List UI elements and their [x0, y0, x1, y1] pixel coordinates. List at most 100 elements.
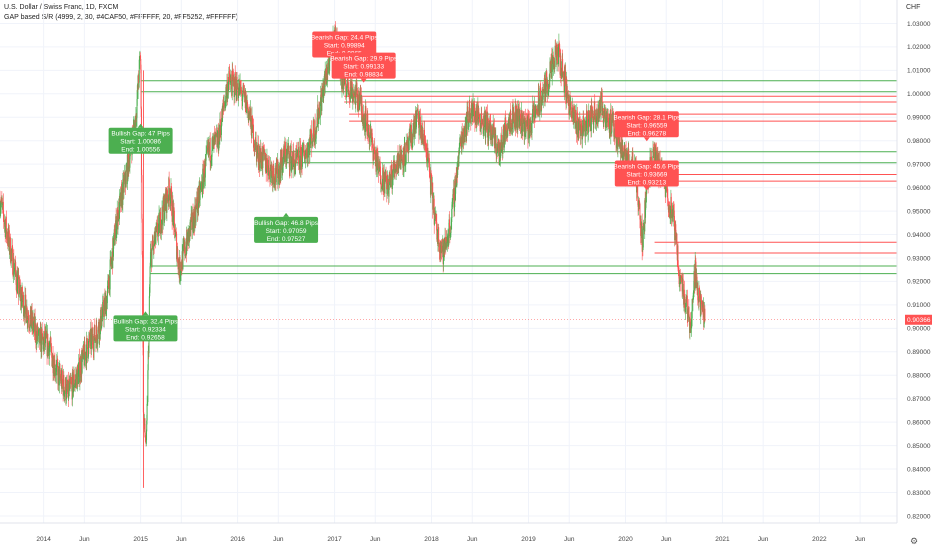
candle-body: [94, 324, 96, 340]
candle-body: [319, 117, 321, 119]
candle-body: [164, 193, 166, 199]
candle-body: [522, 122, 524, 124]
candle-body: [436, 222, 438, 240]
candle-body: [382, 167, 384, 171]
candle-body: [198, 203, 200, 209]
candle-body: [78, 362, 80, 370]
candle-body: [37, 326, 39, 340]
candle-body: [463, 134, 465, 145]
candle-body: [25, 294, 27, 306]
candle-body: [51, 353, 53, 367]
price-axis[interactable]: 0.82000 0.83000 0.84000 0.85000 0.86000 0.870…: [896, 0, 932, 523]
candle-body: [123, 179, 125, 193]
candle-body: [110, 257, 112, 264]
candle-body: [372, 151, 374, 161]
gap-annotation-line: Start: 0.96559: [626, 122, 667, 129]
candle-body: [154, 238, 156, 246]
candle-body: [262, 146, 264, 169]
candle-body: [123, 178, 125, 180]
candle-body: [241, 99, 243, 102]
candle-body: [453, 188, 455, 209]
candle-body: [643, 226, 645, 229]
candle-body: [95, 338, 97, 339]
candle-body: [93, 351, 95, 353]
candle-body: [543, 89, 545, 90]
candle-body: [496, 152, 498, 156]
candle-body: [481, 122, 483, 124]
candle-body: [293, 153, 295, 164]
gap-annotation-line: Bearish Gap: 29.9 Pips: [330, 56, 398, 63]
candle-body: [240, 87, 242, 91]
candle-body: [348, 93, 350, 97]
candle-body: [579, 118, 581, 131]
candle-body: [0, 207, 2, 210]
candle-body: [673, 205, 675, 208]
candle-body: [173, 207, 175, 211]
candle-body: [429, 173, 431, 179]
candle-body: [390, 176, 392, 187]
candle-body: [305, 150, 307, 154]
gap-annotation-line: End: 0.97527: [267, 236, 306, 243]
candle-body: [54, 359, 56, 375]
price-tick-label: 0.92000: [907, 279, 931, 286]
candle-body: [351, 81, 353, 87]
candle-body: [541, 96, 543, 103]
candle-body: [229, 73, 231, 82]
candle-body: [447, 238, 449, 243]
candle-body: [379, 166, 381, 185]
candle-body: [505, 117, 507, 127]
candle-body: [506, 127, 508, 134]
candle-body: [441, 245, 443, 251]
time-axis[interactable]: 2014 Jun 2015 Jun 2016 Jun 2017 Jun 2018 Jun 2019 J…: [0, 522, 897, 543]
candle-body: [243, 87, 245, 93]
candle-body: [581, 125, 583, 140]
candle-body: [431, 174, 433, 179]
candle-body: [179, 274, 181, 278]
candle-body: [11, 246, 13, 253]
candle-body: [532, 104, 534, 115]
candle-body: [678, 273, 680, 285]
indicator-legend[interactable]: GAP based S/R (4999, 2, 30, #4CAF50, #FF…: [4, 13, 239, 21]
candle-body: [415, 110, 417, 130]
candle-body: [529, 118, 531, 129]
candle-body: [637, 182, 639, 198]
candle-body: [703, 321, 705, 328]
candle-body: [524, 118, 526, 137]
candle-body: [269, 172, 271, 174]
candle-body: [462, 132, 464, 135]
candle-body: [574, 121, 576, 123]
candle-body: [247, 107, 249, 109]
candle-body: [222, 105, 224, 122]
candle-body: [454, 185, 456, 201]
candle-body: [417, 108, 419, 110]
candle-body: [594, 115, 596, 118]
candle-body: [168, 188, 170, 201]
candle-body: [26, 308, 28, 323]
candle-body: [434, 212, 436, 216]
candle-body: [149, 284, 151, 297]
candle-body: [549, 80, 551, 81]
candle-body: [387, 174, 389, 187]
candle-body: [152, 240, 154, 247]
candle-body: [49, 346, 51, 349]
candle-body: [124, 171, 126, 185]
candle-body: [329, 46, 331, 71]
candle-body: [286, 148, 288, 162]
candle-body: [474, 103, 476, 121]
candle-body: [694, 260, 696, 290]
candle-body: [94, 338, 96, 340]
gear-icon[interactable]: ⚙: [910, 536, 919, 546]
candle-body: [275, 162, 277, 183]
candle-body: [251, 115, 253, 119]
candle-body: [358, 93, 360, 110]
candle-body: [267, 165, 269, 176]
candle-body: [170, 186, 172, 198]
candle-body: [284, 144, 286, 163]
candle-body: [261, 152, 263, 167]
candle-body: [107, 280, 109, 286]
candle-body: [351, 81, 353, 97]
candle-body: [140, 69, 142, 109]
candle-body: [695, 260, 697, 262]
symbol-title[interactable]: U.S. Dollar / Swiss Franc, 1D, FXCM: [4, 4, 119, 11]
